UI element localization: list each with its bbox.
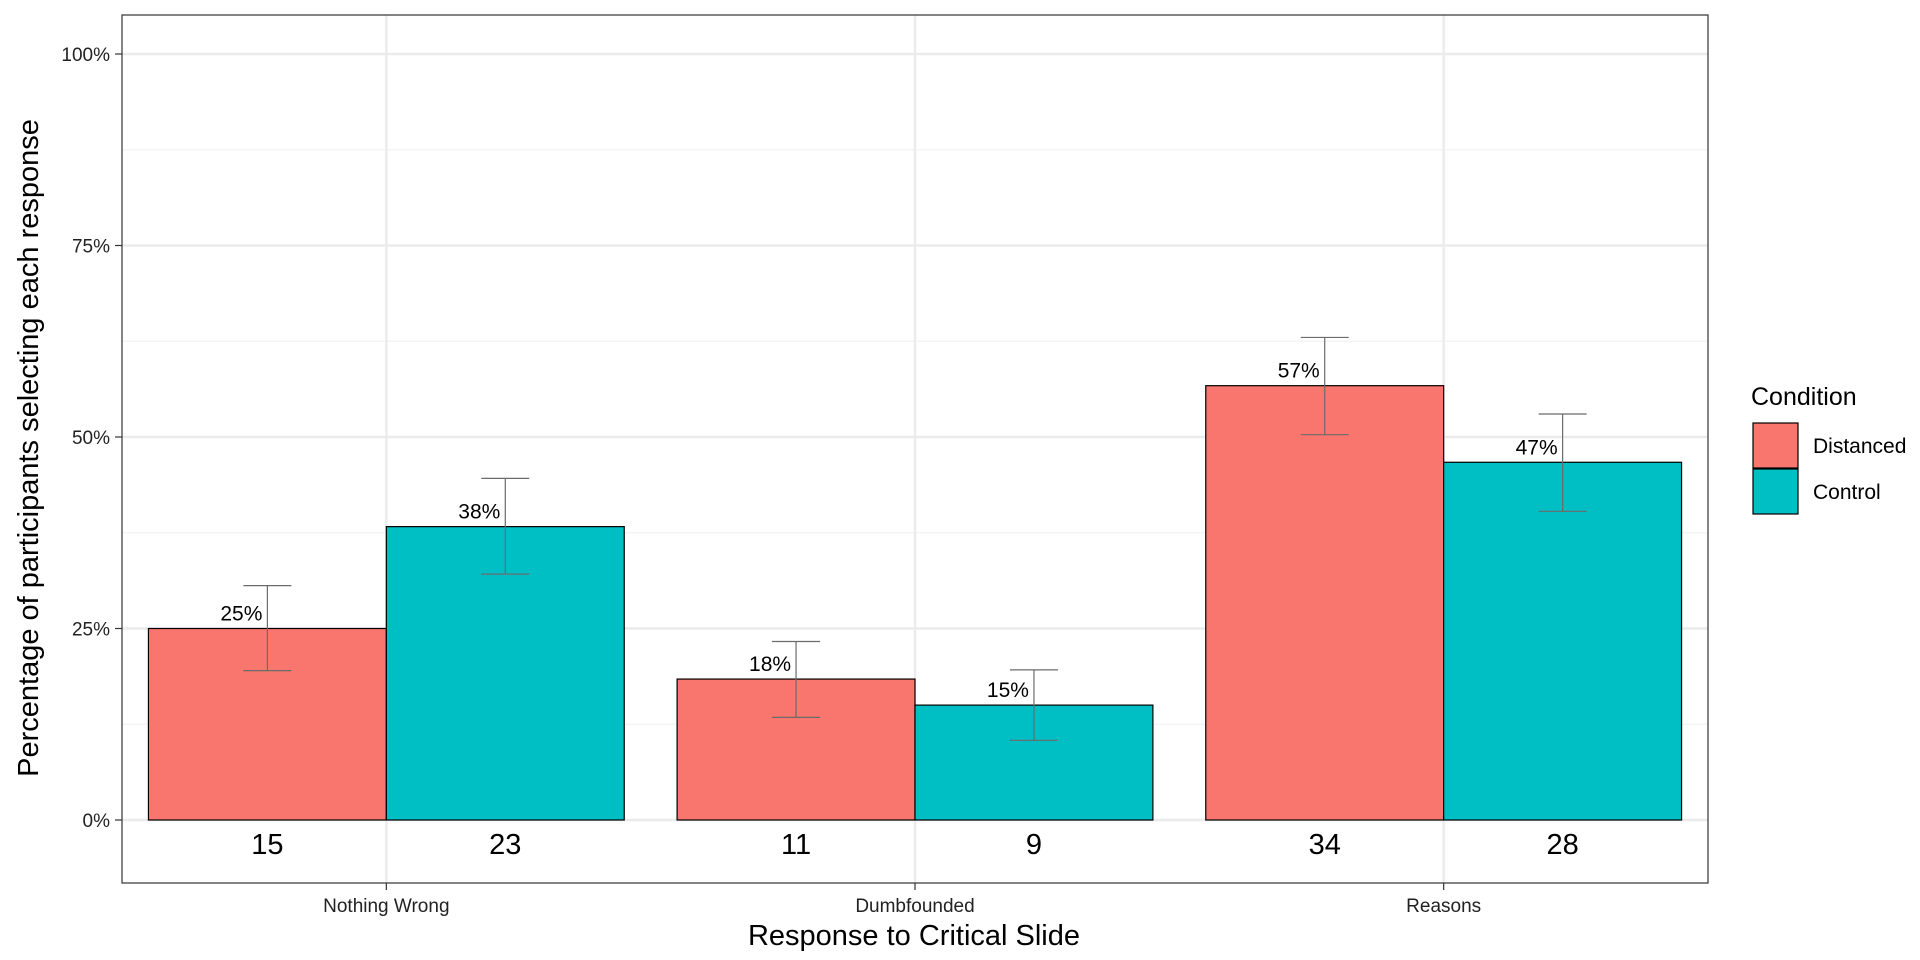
x-axis-title: Response to Critical Slide xyxy=(748,920,1080,952)
x-tick-label: Nothing Wrong xyxy=(323,896,449,917)
bar-value-label: 38% xyxy=(458,501,500,524)
bar-value-label: 57% xyxy=(1278,360,1320,383)
legend-title: Condition xyxy=(1751,383,1857,411)
bar-count-label: 15 xyxy=(251,829,283,861)
legend-key xyxy=(1752,468,1799,515)
bar-count-label: 34 xyxy=(1309,829,1341,861)
y-axis-title: Percentage of participants selecting eac… xyxy=(13,119,45,777)
bar-count-label: 9 xyxy=(1026,829,1042,861)
y-tick-label: 0% xyxy=(83,811,111,832)
bar-count-label: 11 xyxy=(781,829,811,861)
error-bars xyxy=(243,336,1587,741)
value-labels: 25% 18% 57% 38% 15% 47% xyxy=(220,360,1557,702)
x-tick-label: Reasons xyxy=(1406,896,1481,917)
bar-count-label: 28 xyxy=(1546,829,1578,861)
legend-label: Control xyxy=(1813,481,1881,504)
x-tick-label: Dumbfounded xyxy=(855,896,974,917)
bar-value-label: 15% xyxy=(987,679,1029,702)
bar-value-label: 18% xyxy=(749,653,791,676)
legend-label: Distanced xyxy=(1813,435,1906,458)
bar xyxy=(1443,461,1683,821)
legend-key xyxy=(1752,422,1799,469)
bar-count-label: 23 xyxy=(489,829,521,861)
y-tick-label: 100% xyxy=(61,45,110,66)
bar-value-label: 47% xyxy=(1516,436,1558,459)
count-labels: 15 11 34 23 9 28 xyxy=(251,829,1578,861)
x-axis: Nothing Wrong Dumbfounded Reasons xyxy=(323,883,1481,917)
y-tick-label: 25% xyxy=(72,620,110,641)
y-tick-label: 50% xyxy=(72,428,110,449)
bar xyxy=(1205,385,1445,821)
y-axis: 0% 25% 50% 75% 100% xyxy=(61,45,122,832)
y-tick-label: 75% xyxy=(72,237,110,258)
bar-value-label: 25% xyxy=(220,603,262,626)
legend: Condition Distanced Control xyxy=(1751,383,1906,515)
